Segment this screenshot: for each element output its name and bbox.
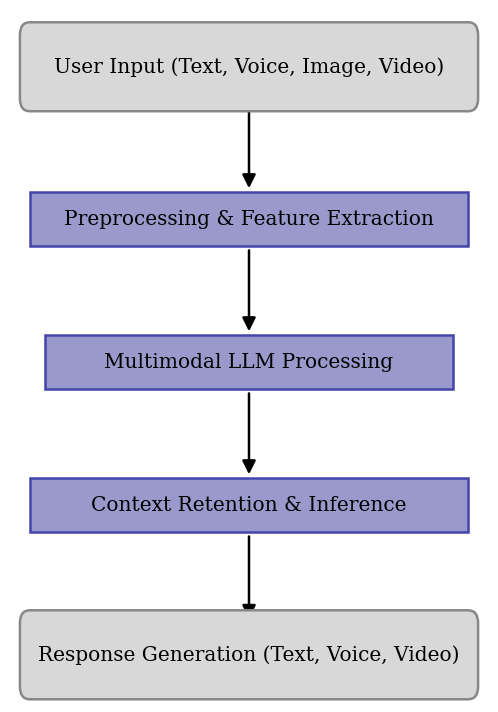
Text: Preprocessing & Feature Extraction: Preprocessing & Feature Extraction: [64, 210, 434, 229]
Text: User Input (Text, Voice, Image, Video): User Input (Text, Voice, Image, Video): [54, 57, 444, 77]
FancyBboxPatch shape: [45, 335, 453, 389]
FancyBboxPatch shape: [20, 22, 478, 111]
Text: Multimodal LLM Processing: Multimodal LLM Processing: [105, 353, 393, 372]
Text: Response Generation (Text, Voice, Video): Response Generation (Text, Voice, Video): [38, 645, 460, 664]
FancyBboxPatch shape: [30, 478, 468, 533]
FancyBboxPatch shape: [30, 192, 468, 246]
FancyBboxPatch shape: [20, 610, 478, 699]
Text: Context Retention & Inference: Context Retention & Inference: [91, 496, 407, 515]
